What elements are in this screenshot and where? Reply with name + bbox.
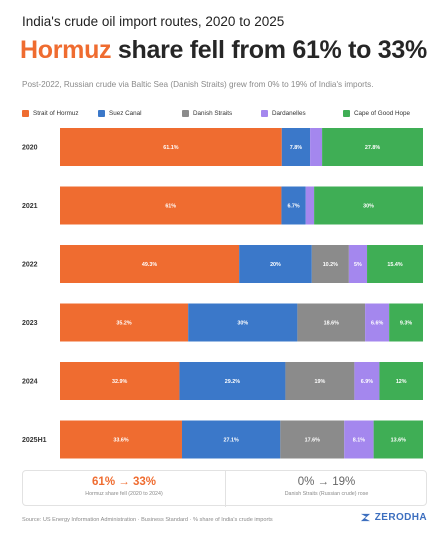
bar-segment: [322, 128, 423, 166]
kicker-title: India's crude oil import routes, 2020 to…: [22, 14, 285, 29]
legend-item: Danish Straits: [182, 107, 232, 119]
bar-segment: [389, 303, 423, 342]
legend-swatch: [22, 109, 29, 117]
data-label: 13.6%: [391, 438, 406, 444]
legend-label: Cape of Good Hope: [354, 109, 411, 117]
data-label: 61.1%: [163, 145, 178, 151]
data-label: 20%: [270, 262, 281, 268]
data-label: 27.1%: [224, 438, 239, 444]
data-label: 8.1%: [353, 438, 365, 444]
stats-panel: 61% → 33% Hormuz share fell (2020 to 202…: [22, 470, 427, 507]
legend-swatch: [261, 109, 268, 117]
zerodha-logo-icon: [360, 513, 370, 522]
bar-segment: [280, 420, 345, 459]
bar-segment: [311, 245, 349, 283]
bar-segment: [281, 186, 306, 225]
bar-segment: [188, 303, 298, 342]
bar-segment: [379, 362, 423, 400]
bar-segment: [344, 420, 374, 459]
bar-segment: [281, 128, 311, 166]
bar-segment: [60, 303, 189, 342]
data-label: 17.6%: [305, 438, 320, 444]
brand-name: ZERODHA: [374, 512, 427, 523]
brand-logo: ZERODHA: [360, 512, 427, 523]
headline: Hormuz share fell from 61% to 33%: [20, 36, 427, 65]
bar-segment: [181, 420, 281, 459]
bar-segment: [60, 186, 282, 225]
legend-item: Dardanelles: [261, 107, 306, 119]
data-label: 33.6%: [113, 438, 128, 444]
chart-legend: Strait of Hormuz Suez Canal Danish Straits…: [22, 107, 432, 119]
bar-segment: [239, 245, 312, 283]
legend-label: Suez Canal: [109, 109, 142, 117]
bar-segment: [310, 128, 323, 166]
stat-danish: 0% → 19% Danish Straits (Russian crude) …: [225, 471, 427, 507]
subtitle: Post-2022, Russian crude via Baltic Sea …: [22, 80, 374, 89]
bar-segment: [348, 245, 368, 283]
stat-hormuz-caption: Hormuz share fell (2020 to 2024): [85, 491, 163, 497]
data-label: 18.6%: [324, 321, 339, 327]
bar-segment: [314, 186, 423, 225]
category-label: 2020: [22, 145, 38, 152]
bar-segment: [60, 362, 180, 400]
legend-label: Dardanelles: [272, 109, 306, 117]
stat-danish-caption: Danish Straits (Russian crude) rose: [284, 491, 369, 497]
legend-swatch: [182, 109, 189, 117]
category-label: 2021: [22, 203, 38, 210]
data-label: 7.8%: [290, 145, 302, 151]
data-label: 15.4%: [387, 262, 402, 268]
stat-hormuz: 61% → 33% Hormuz share fell (2020 to 202…: [23, 471, 225, 507]
legend-item: Suez Canal: [98, 107, 142, 119]
legend-label: Strait of Hormuz: [33, 109, 79, 117]
data-label: 61%: [165, 204, 176, 210]
headline-highlight: Hormuz: [20, 36, 112, 64]
data-label: 10.2%: [323, 262, 338, 268]
data-label: 9.3%: [400, 321, 412, 327]
bar-segment: [354, 362, 380, 400]
bar-segment: [60, 420, 182, 459]
bar-segment: [60, 245, 240, 283]
data-label: 27.8%: [365, 145, 380, 151]
category-label: 2023: [22, 320, 38, 327]
data-label: 30%: [237, 321, 248, 327]
data-label: 30%: [363, 204, 374, 210]
category-label: 2024: [22, 379, 38, 386]
data-label: 5%: [354, 262, 362, 268]
stat-hormuz-value: 61% → 33%: [92, 476, 156, 488]
data-label: 12%: [396, 379, 407, 385]
bar-segment: [297, 303, 366, 342]
bar-segment: [365, 303, 390, 342]
legend-swatch: [343, 109, 350, 117]
bar-segment: [367, 245, 423, 283]
data-label: 29.2%: [225, 379, 240, 385]
stacked-bar-chart: 2020 61.1% 7.8% 27.8% 2021 61% 6.7% 30% 2022 49.3…: [22, 128, 423, 459]
data-label: 35.2%: [116, 321, 131, 327]
bar-segment: [285, 362, 355, 400]
data-label: 6.7%: [287, 204, 299, 210]
data-label: 49.3%: [142, 262, 157, 268]
data-label: 6.9%: [361, 379, 373, 385]
legend-label: Danish Straits: [193, 109, 233, 117]
data-label: 6.6%: [371, 321, 383, 327]
data-label: 19%: [315, 379, 326, 385]
bar-segment: [179, 362, 286, 400]
bar-segment: [305, 186, 315, 225]
data-label: 32.9%: [112, 379, 127, 385]
stat-danish-value: 0% → 19%: [297, 476, 356, 488]
headline-rest: share fell from 61% to 33%: [111, 36, 427, 64]
source-note: Source: US Energy Information Administra…: [22, 517, 273, 523]
category-label: 2025H1: [22, 437, 47, 444]
bar-segment: [373, 420, 423, 459]
category-label: 2022: [22, 262, 38, 269]
legend-item: Cape of Good Hope: [343, 107, 410, 119]
legend-item: Strait of Hormuz: [22, 107, 79, 119]
bar-segment: [60, 128, 282, 166]
legend-swatch: [98, 109, 105, 117]
